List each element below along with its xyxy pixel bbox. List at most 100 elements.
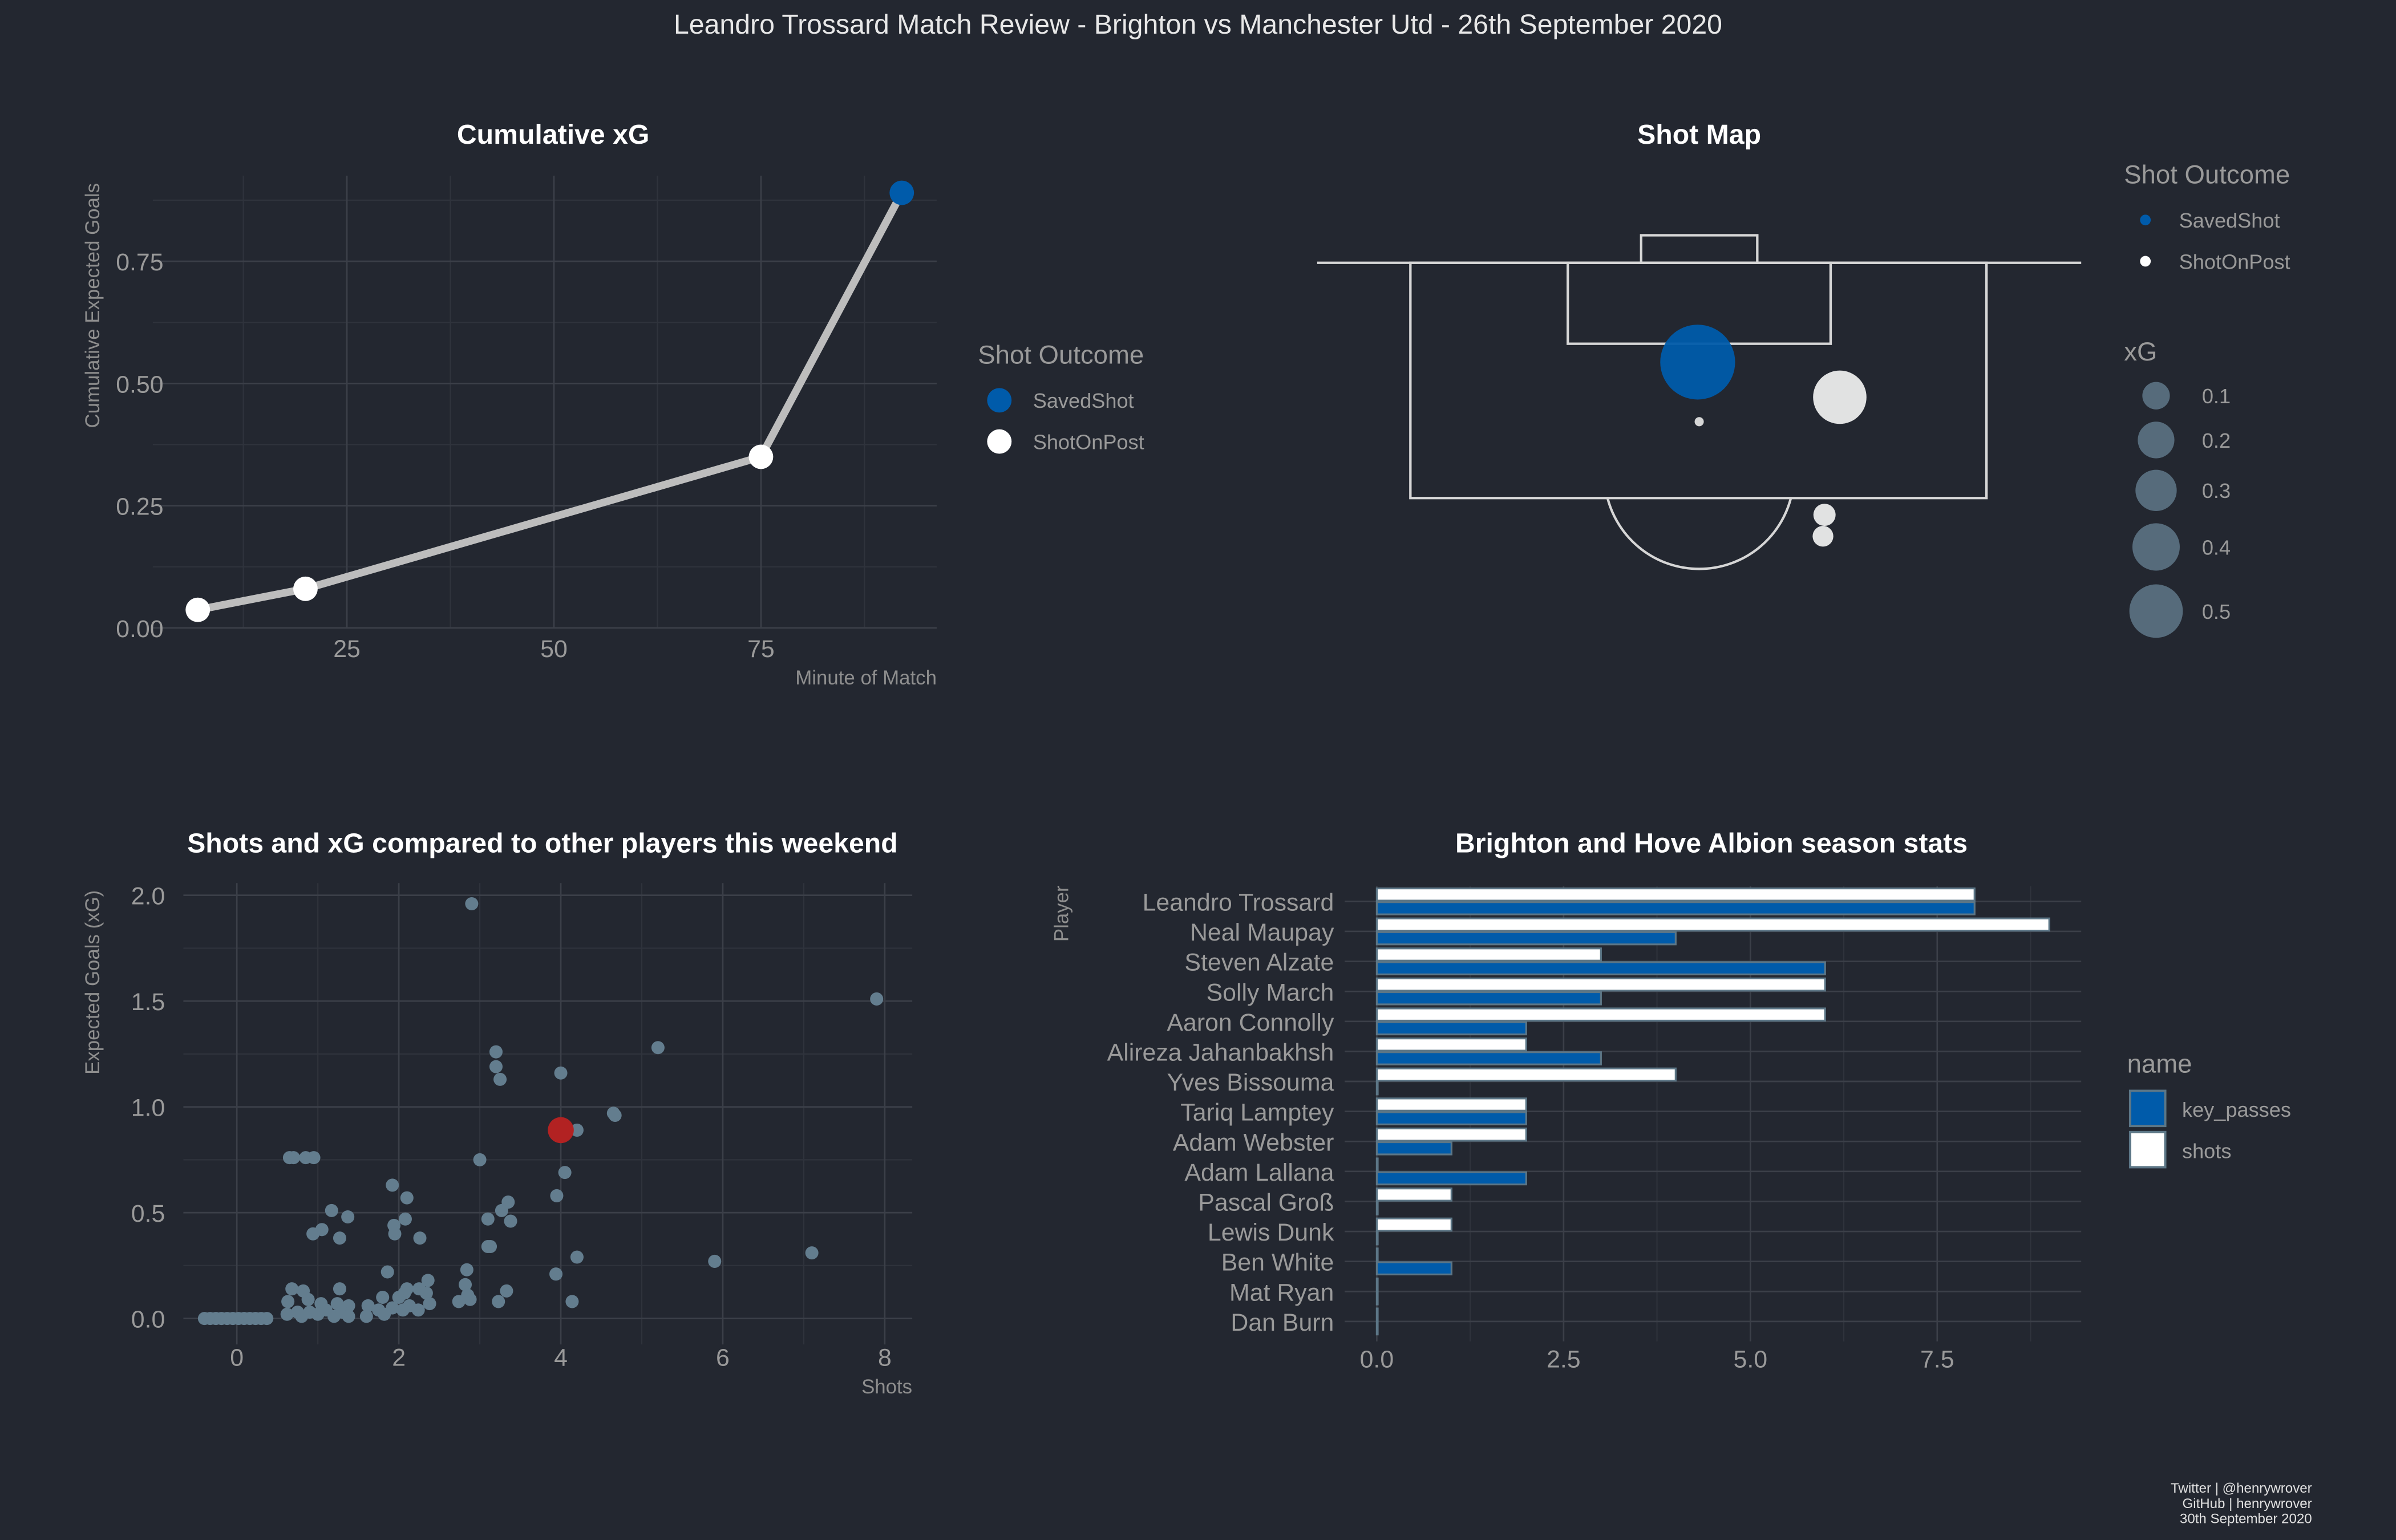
player-point — [285, 1282, 299, 1296]
key-passes-bar — [1375, 1141, 1452, 1156]
player-point — [473, 1153, 487, 1166]
player-label: Pascal Groß — [1198, 1189, 1334, 1217]
legend-key-shot-on-post — [987, 429, 1012, 454]
key-passes-bar — [1375, 991, 1602, 1006]
player-point — [651, 1041, 665, 1055]
key-passes-bar — [1375, 1231, 1379, 1246]
x-tick-label: 8 — [878, 1344, 892, 1372]
player-point — [565, 1295, 579, 1308]
player-point — [495, 1203, 508, 1217]
player-label: Alireza Jahanbakhsh — [1107, 1039, 1334, 1066]
footer: Twitter | @henrywrover GitHub | henrywro… — [2171, 1481, 2312, 1527]
x-tick-label: 25 — [333, 635, 361, 663]
size-legend-label: 0.2 — [2202, 429, 2231, 452]
shots-bar — [1375, 977, 1826, 992]
player-point — [554, 1066, 568, 1080]
player-point — [419, 1286, 433, 1300]
player-label: Ben White — [1221, 1249, 1334, 1276]
y-tick-label: 0.25 — [116, 493, 163, 521]
size-legend-title: xG — [2124, 337, 2157, 366]
key-passes-bar — [1375, 931, 1677, 946]
player-point — [388, 1227, 402, 1241]
player-point — [260, 1312, 274, 1326]
legend-key-shots — [2128, 1130, 2167, 1169]
player-point — [870, 992, 884, 1006]
player-point — [359, 1310, 373, 1323]
player-point — [341, 1210, 355, 1224]
player-point — [484, 1239, 497, 1253]
key-passes-bar — [1375, 1111, 1527, 1125]
player-point — [504, 1214, 517, 1228]
shots-bar — [1375, 917, 2050, 932]
shots-bar — [1375, 1247, 1379, 1262]
shots-vs-xg-scatter: Shots and xG compared to other players t… — [82, 828, 912, 1398]
size-legend-label: 0.3 — [2202, 479, 2231, 502]
player-point — [281, 1295, 295, 1308]
legend-title: Shot Outcome — [2124, 160, 2290, 189]
figure-title: Leandro Trossard Match Review - Brighton… — [674, 9, 1722, 40]
cumulative-xg-line — [197, 191, 905, 614]
player-label: Yves Bissouma — [1167, 1069, 1334, 1096]
y-axis-label: Player — [1050, 885, 1072, 942]
player-point — [400, 1191, 414, 1205]
size-legend-key — [2129, 584, 2183, 638]
shots-bar — [1375, 1097, 1527, 1112]
player-point — [287, 1151, 301, 1165]
player-point — [460, 1263, 473, 1276]
size-legend-label: 0.5 — [2202, 600, 2231, 623]
shots-bar — [1375, 1188, 1452, 1202]
player-point — [315, 1223, 329, 1237]
shots-bar — [1375, 1067, 1677, 1082]
player-point — [558, 1166, 572, 1180]
player-point — [805, 1246, 819, 1260]
size-legend-key — [2142, 382, 2170, 410]
shots-bar — [1375, 1277, 1379, 1292]
player-point — [280, 1307, 294, 1321]
player-label: Mat Ryan — [1229, 1279, 1334, 1306]
size-legend-key — [2135, 469, 2177, 511]
player-point — [413, 1231, 427, 1245]
season-stats-bar-chart: Brighton and Hove Albion season stats Pl… — [1050, 828, 2291, 1373]
key-passes-bar — [1375, 1171, 1527, 1186]
x-tick-label: 4 — [554, 1344, 568, 1372]
highlighted-player-point — [548, 1117, 574, 1144]
x-axis-label: Minute of Match — [795, 667, 937, 689]
shots-bar — [1375, 1157, 1379, 1172]
player-point — [398, 1212, 412, 1226]
player-point — [465, 897, 479, 910]
xg-point — [889, 180, 914, 205]
player-point — [549, 1267, 563, 1281]
player-label: Adam Lallana — [1184, 1159, 1334, 1186]
shot-marker — [1660, 325, 1735, 400]
key-passes-bar — [1375, 1081, 1379, 1096]
player-point — [342, 1310, 355, 1323]
legend-label: shots — [2182, 1139, 2231, 1162]
x-tick-label: 50 — [540, 635, 568, 663]
player-point — [489, 1060, 503, 1073]
player-point — [333, 1231, 346, 1245]
key-passes-bar — [1375, 1261, 1452, 1276]
y-tick-label: 2.0 — [131, 883, 165, 910]
legend-key-shot-on-post — [2140, 256, 2151, 267]
chart-title: Shots and xG compared to other players t… — [187, 828, 898, 859]
shots-bar — [1375, 1127, 1527, 1142]
player-point — [481, 1212, 495, 1226]
player-label: Solly March — [1207, 979, 1334, 1006]
y-tick-label: 0.50 — [116, 371, 163, 398]
legend-key-saved-shot — [2140, 214, 2151, 226]
player-label: Neal Maupay — [1190, 919, 1334, 946]
player-point — [421, 1274, 435, 1287]
y-tick-label: 0.5 — [131, 1200, 165, 1227]
xg-point — [293, 576, 318, 601]
y-axis-label: Cumulative Expected Goals — [82, 183, 104, 428]
x-tick-label: 6 — [716, 1344, 730, 1372]
player-point — [550, 1189, 564, 1202]
y-tick-label: 0.75 — [116, 249, 163, 276]
shot-marker — [1813, 370, 1867, 424]
shots-bar — [1375, 1217, 1452, 1232]
chart-title: Shot Map — [1637, 119, 1761, 150]
footer-twitter: Twitter | @henrywrover — [2171, 1481, 2312, 1496]
key-passes-bar — [1375, 1291, 1379, 1306]
key-passes-bar — [1375, 901, 1976, 915]
